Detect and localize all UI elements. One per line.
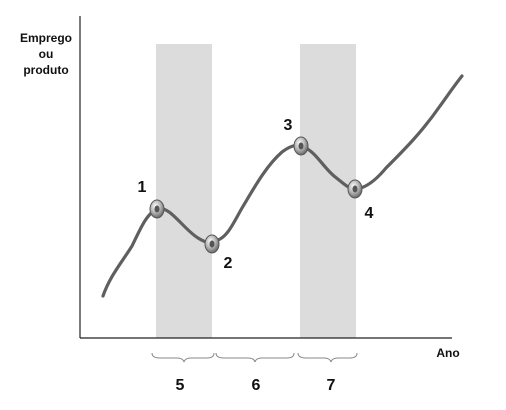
y-axis-label-line-1: Emprego: [20, 31, 72, 45]
point-3-label: 3: [284, 117, 293, 134]
y-axis-label-line-3: produto: [23, 63, 68, 77]
recession-band-1: [156, 44, 212, 338]
phase-brace-5: [151, 352, 215, 363]
phase-brace-7: [297, 352, 358, 363]
point-1-label: 1: [138, 179, 147, 196]
point-2-label: 2: [224, 255, 233, 272]
point-3-marker: [293, 136, 309, 156]
phase-5-label: 5: [176, 377, 185, 394]
phase-7-label: 7: [327, 377, 336, 394]
point-4-label: 4: [365, 205, 374, 222]
point-2-marker: [204, 234, 220, 254]
x-axis-label: Ano: [436, 346, 459, 360]
point-1-marker: [149, 199, 165, 219]
recession-band-2: [300, 44, 356, 338]
y-axis-label-line-2: ou: [39, 47, 54, 61]
phase-6-label: 6: [252, 377, 261, 394]
phase-brace-6: [215, 352, 295, 363]
point-4-marker: [347, 179, 363, 199]
